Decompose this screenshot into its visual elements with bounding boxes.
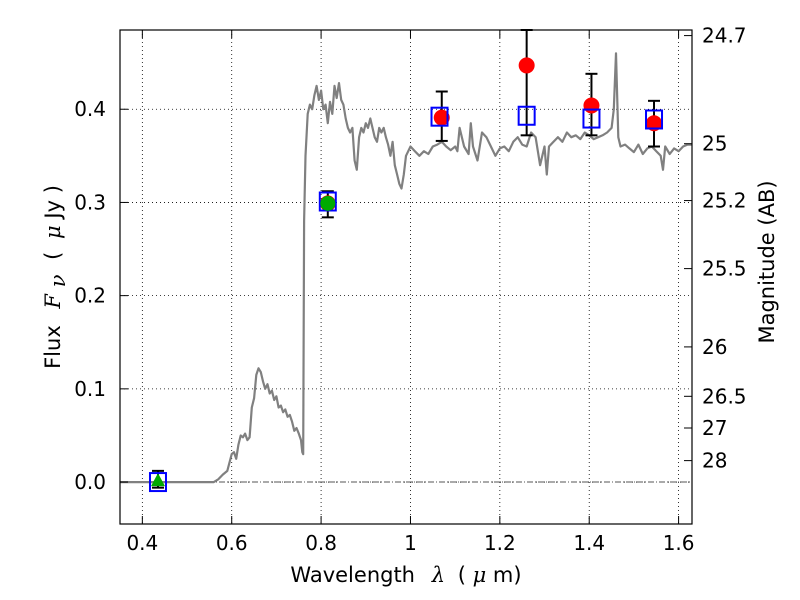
x-tick-label: 0.6 xyxy=(216,531,248,555)
model-photometry-point xyxy=(148,472,167,493)
y-axis-symbol: F xyxy=(41,293,65,310)
model-photometry-point xyxy=(582,108,601,129)
model-photometry-point xyxy=(430,106,449,127)
observed-point xyxy=(583,97,600,114)
observed-optical-point xyxy=(150,473,165,487)
y2-tick-label: 25.2 xyxy=(702,189,747,213)
model-photometry-point xyxy=(517,105,536,126)
y-axis-unit-prefix: ( xyxy=(41,252,65,260)
y-tick-label: 0.3 xyxy=(74,190,106,214)
x-axis-unit-suffix: m) xyxy=(493,563,522,587)
y-tick-label: 0.2 xyxy=(74,284,106,308)
y2-tick-label: 27 xyxy=(702,416,727,440)
y2-tick-label: 26 xyxy=(702,335,727,359)
plot-frame xyxy=(119,29,693,525)
y-tick-label: 0.1 xyxy=(74,377,106,401)
y2-tick-label: 25.5 xyxy=(702,257,747,281)
y-axis-subscript: ν xyxy=(46,274,70,287)
y-axis-label: Flux F ν ( μ Jy ) xyxy=(41,185,70,369)
x-tick-label: 0.8 xyxy=(305,531,337,555)
grid xyxy=(120,30,692,524)
y-axis-unit-suffix: Jy ) xyxy=(41,185,65,221)
x-axis-label: Wavelength λ ( μ m) xyxy=(290,563,521,587)
model-photometry-point xyxy=(645,109,664,130)
x-tick-label: 1.6 xyxy=(663,531,695,555)
y-tick-label: 0.0 xyxy=(74,470,106,494)
x-tick-label: 0.4 xyxy=(126,531,158,555)
observed-optical-overlay-point xyxy=(320,195,336,211)
y2-tick-label: 25 xyxy=(702,132,727,156)
y-axis-unit-symbol: μ xyxy=(41,225,65,239)
x-tick-label: 1 xyxy=(404,531,417,555)
x-axis-label-text: Wavelength xyxy=(290,563,415,587)
y-tick-label: 0.4 xyxy=(74,97,106,121)
y2-tick-label: 28 xyxy=(702,449,727,473)
x-tick-label: 1.2 xyxy=(484,531,516,555)
y-axis-label-text: Flux xyxy=(41,325,65,369)
template-spectrum-line xyxy=(120,52,692,484)
data-markers xyxy=(148,57,664,493)
x-axis-unit-prefix: ( xyxy=(458,563,466,587)
x-axis-unit-symbol: μ xyxy=(473,563,487,587)
error-bars xyxy=(151,29,661,489)
ticks: 0.4 0.6 0.8 1 1.2 1.4 1.6 0.0 0.1 0.2 0.3 0.4 24.7 25… xyxy=(74,24,746,555)
y2-axis-label: Magnitude (AB) xyxy=(755,180,779,343)
y2-tick-label: 26.5 xyxy=(702,384,747,408)
y2-tick-label: 24.7 xyxy=(702,24,747,48)
x-axis-symbol: λ xyxy=(431,563,445,587)
observed-point xyxy=(518,57,535,74)
template-spectrum xyxy=(120,52,692,484)
x-tick-label: 1.4 xyxy=(573,531,605,555)
